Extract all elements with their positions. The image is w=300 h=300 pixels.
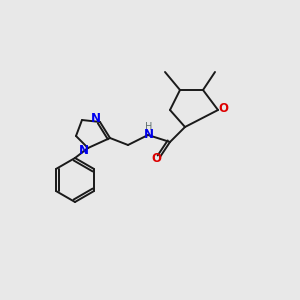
Text: O: O: [151, 152, 161, 166]
Text: H: H: [145, 122, 153, 132]
Text: O: O: [218, 101, 228, 115]
Text: N: N: [91, 112, 101, 125]
Text: N: N: [144, 128, 154, 142]
Text: N: N: [79, 145, 89, 158]
